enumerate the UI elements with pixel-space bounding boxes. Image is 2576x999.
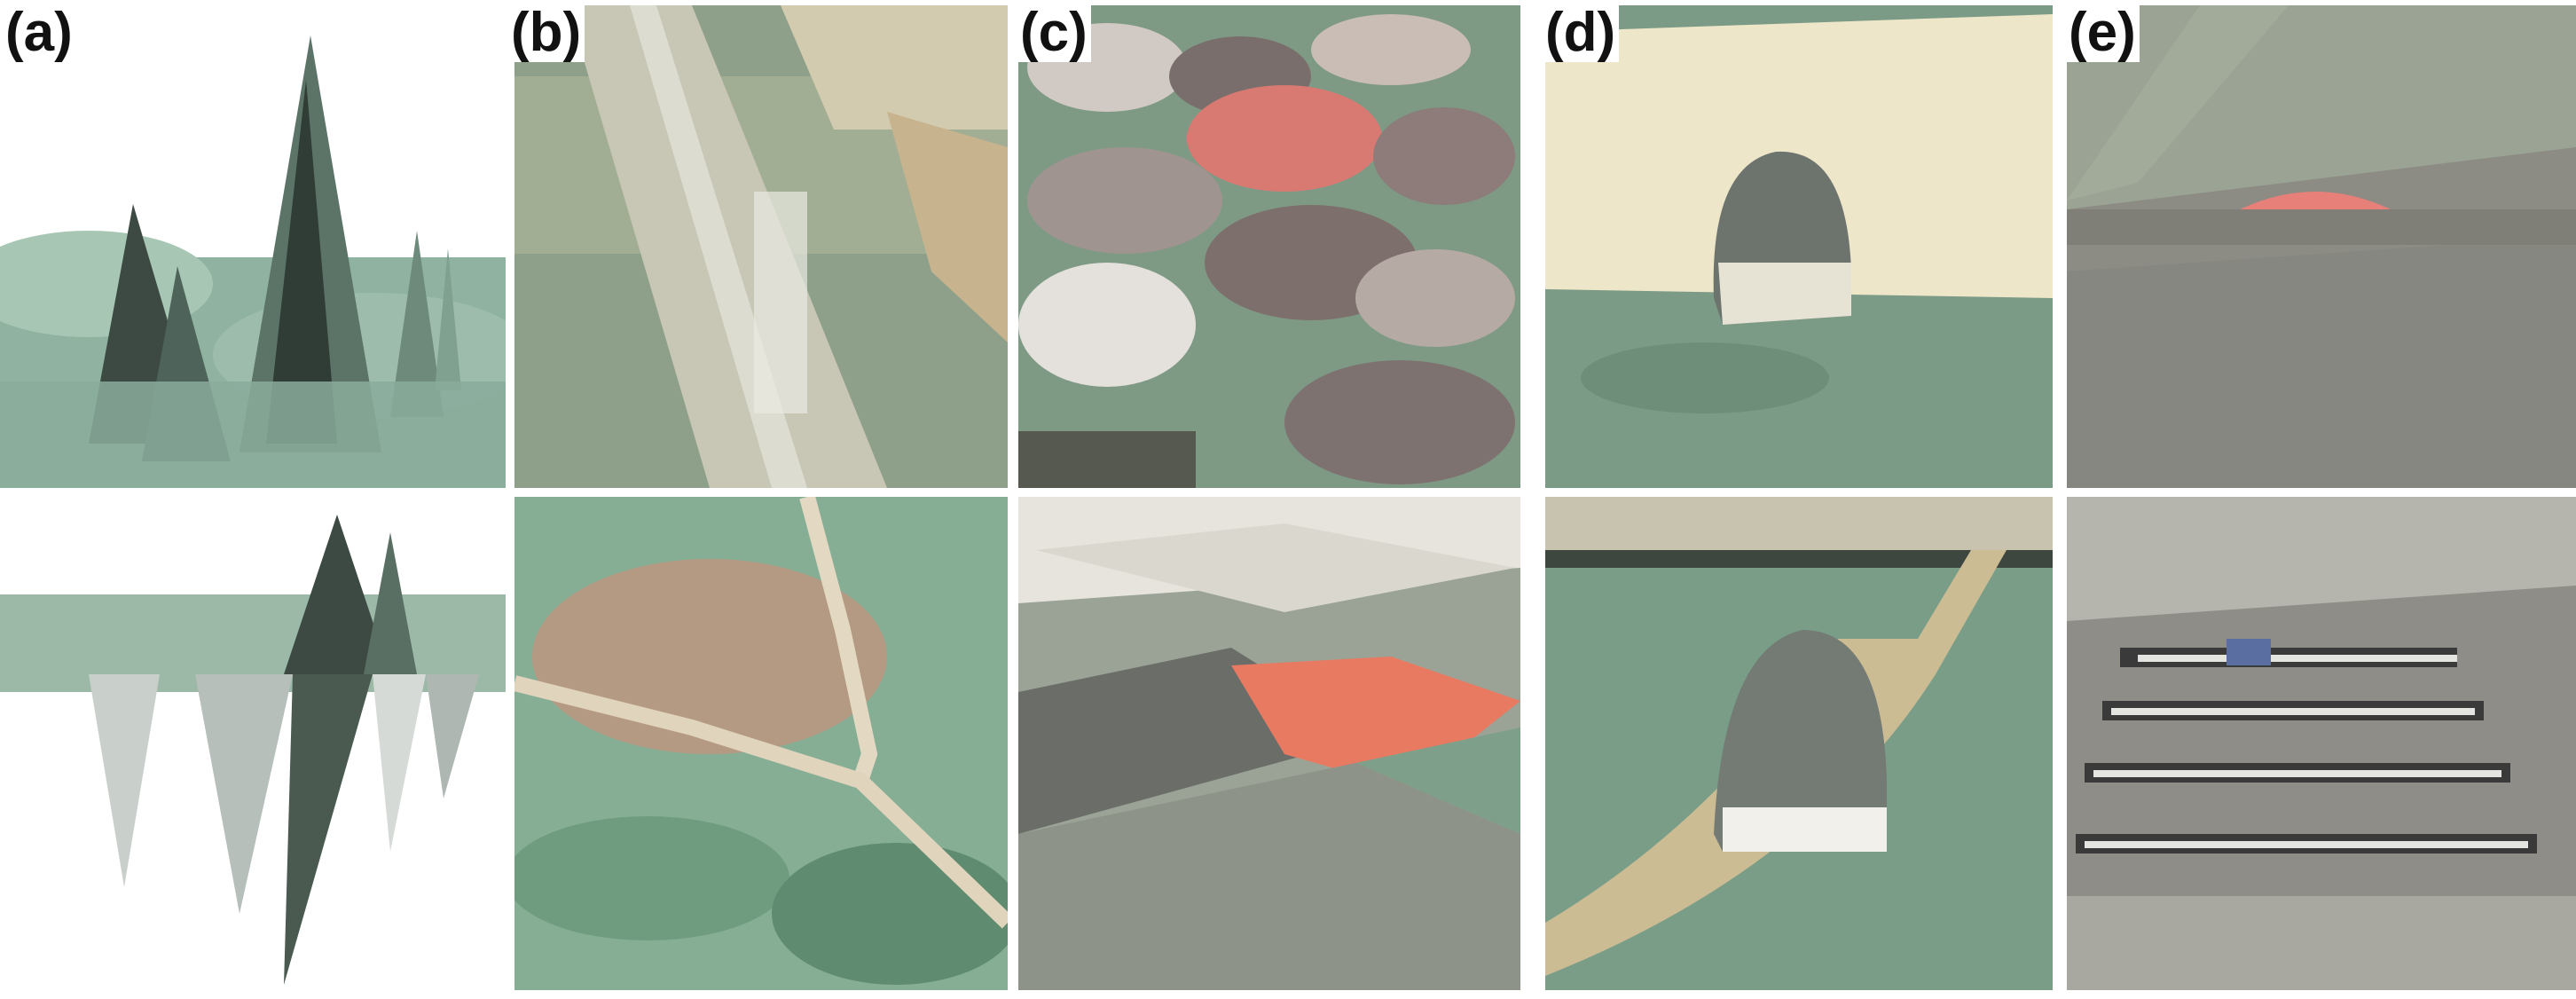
panel-label-c: (c) — [1017, 4, 1091, 62]
panel-a-top-image — [0, 0, 506, 488]
panel-b-bottom-image — [514, 497, 1008, 990]
panel-label-d: (d) — [1542, 4, 1620, 62]
panel-label-e: (e) — [2065, 4, 2140, 62]
panel-label-a: (a) — [2, 4, 76, 62]
panel-c-top-image — [1018, 5, 1520, 488]
panel-d-bottom-image — [1545, 497, 2053, 990]
panel-d-top-image — [1545, 5, 2053, 488]
panel-e-top-image — [2067, 5, 2576, 488]
panel-e-bottom-image — [2067, 497, 2576, 990]
panel-c-bottom-image — [1018, 497, 1520, 990]
panel-label-b: (b) — [507, 4, 585, 62]
panel-b-top-image — [514, 5, 1008, 488]
panel-a-bottom-image — [0, 497, 506, 999]
